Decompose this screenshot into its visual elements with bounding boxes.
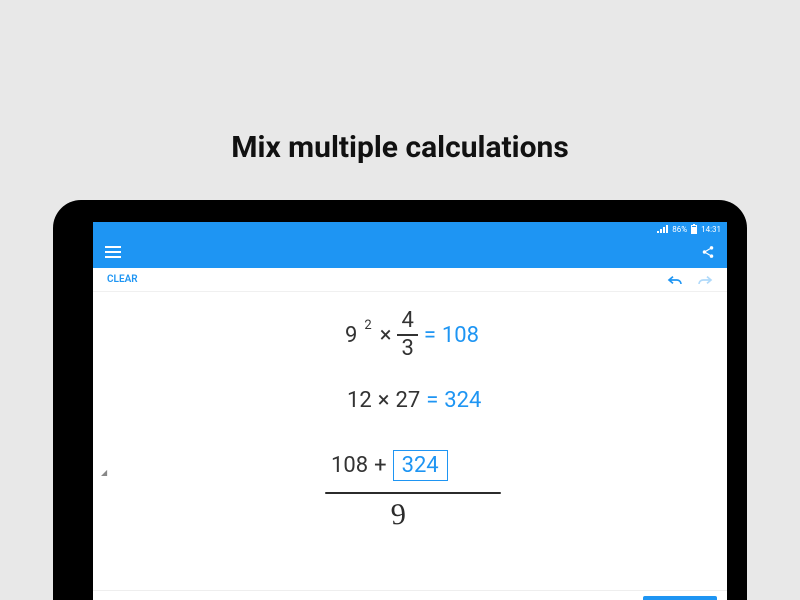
l3-a: 108 <box>331 453 368 478</box>
app-screen: 86% 14:31 CLEAR <box>93 222 727 600</box>
l1-result: 108 <box>442 323 479 348</box>
signal-icon <box>657 225 668 233</box>
clock: 14:31 <box>701 225 721 234</box>
l2-eq: = <box>426 388 438 413</box>
l2-b: 27 <box>395 388 420 413</box>
division-bar <box>325 492 501 494</box>
calc-line-3: 108 + 324 <box>331 450 448 481</box>
status-bar: 86% 14:31 <box>93 222 727 236</box>
tablet-frame: 86% 14:31 CLEAR <box>53 200 747 600</box>
l1-eq: = <box>424 323 436 348</box>
l1-fraction: 4 3 <box>397 310 417 360</box>
share-icon[interactable] <box>701 245 715 259</box>
l1-frac-num: 4 <box>397 310 417 336</box>
promo-headline: Mix multiple calculations <box>0 130 800 165</box>
tool-row: CLEAR <box>93 268 727 292</box>
battery-icon <box>691 225 697 234</box>
l2-op: × <box>378 388 390 413</box>
l3-b-reference[interactable]: 324 <box>393 450 448 481</box>
l2-a: 12 <box>347 388 372 413</box>
calc-line-1: 92 × 4 3 = 108 <box>345 310 479 360</box>
menu-icon[interactable] <box>105 246 121 258</box>
math-canvas[interactable]: 92 × 4 3 = 108 12 × 27 = 324 108 + 324 <box>93 292 727 576</box>
l2-result: 324 <box>444 388 481 413</box>
l1-frac-den: 3 <box>401 336 413 360</box>
calc-line-2: 12 × 27 = 324 <box>347 388 481 413</box>
l1-exponent: 2 <box>364 318 371 333</box>
clear-button[interactable]: CLEAR <box>107 274 138 285</box>
bottom-bar: RAD DECIMAL CALCULATE <box>93 590 727 600</box>
app-bar <box>93 236 727 268</box>
handwritten-divisor: 9 <box>390 498 407 533</box>
battery-percent: 86% <box>672 225 687 234</box>
l3-op: + <box>374 453 386 478</box>
l1-op: × <box>380 323 392 348</box>
redo-icon[interactable] <box>697 274 713 286</box>
calculate-button[interactable]: CALCULATE <box>643 596 717 600</box>
canvas-indicator-icon: ◢ <box>101 468 107 474</box>
undo-icon[interactable] <box>667 274 683 286</box>
l1-base: 9 <box>345 323 357 348</box>
